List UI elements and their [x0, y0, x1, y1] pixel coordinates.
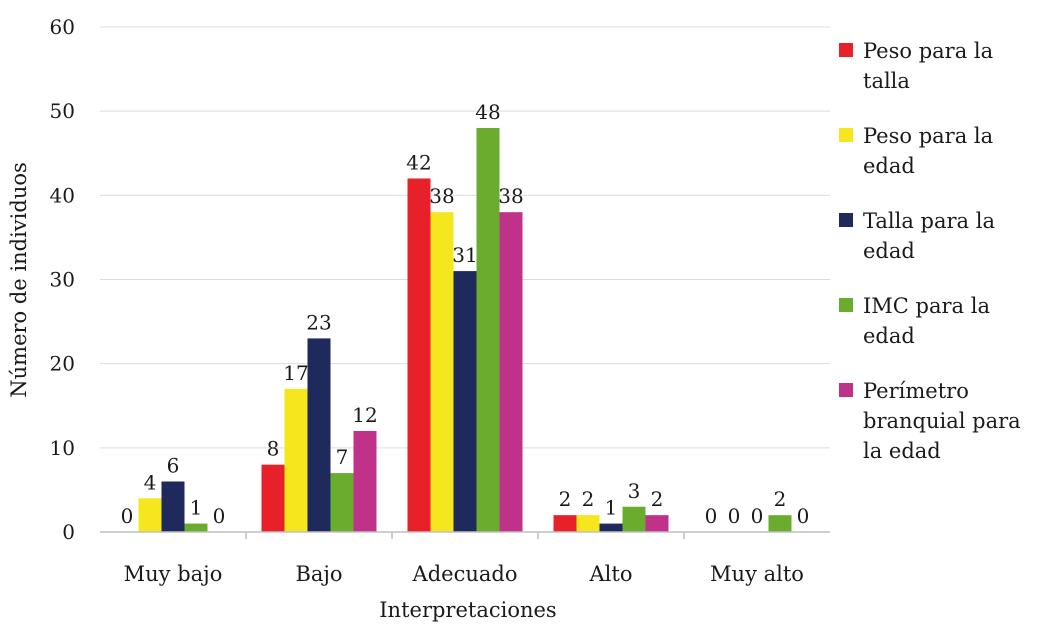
y-tick-label: 0	[62, 520, 75, 544]
legend-item: Talla para la edad	[839, 206, 1044, 266]
data-label: 0	[728, 504, 741, 528]
bar	[553, 515, 577, 532]
x-category-label: Adecuado	[412, 562, 518, 586]
x-category-label: Muy alto	[710, 562, 804, 586]
legend-label: Peso para la talla	[863, 39, 994, 93]
data-label: 38	[498, 184, 523, 208]
bar	[499, 212, 523, 532]
legend-swatch	[839, 298, 853, 312]
data-label: 0	[705, 504, 718, 528]
data-label: 17	[283, 361, 308, 385]
legend-label: Talla para la edad	[863, 209, 995, 263]
legend-label: Peso para la edad	[863, 124, 994, 178]
data-label: 2	[559, 487, 572, 511]
data-label: 0	[751, 504, 764, 528]
y-axis-title: Número de individuos	[7, 162, 31, 398]
bar	[768, 515, 792, 532]
y-tick-label: 30	[50, 268, 75, 292]
data-label: 0	[121, 504, 134, 528]
data-label: 23	[306, 310, 331, 334]
data-label: 1	[190, 496, 203, 520]
bars	[138, 128, 792, 532]
y-tick-label: 50	[50, 99, 75, 123]
y-tick-label: 20	[50, 352, 75, 376]
data-label: 31	[452, 243, 477, 267]
data-label: 0	[797, 504, 810, 528]
bar	[284, 388, 308, 532]
legend-item: Perímetro branquial para la edad	[839, 376, 1044, 466]
bar	[184, 523, 208, 532]
legend-item: Peso para la edad	[839, 121, 1044, 181]
x-category-labels: Muy bajo Bajo Adecuado Alto Muy alto	[124, 532, 804, 586]
legend-swatch	[839, 213, 853, 227]
legend-label: Perímetro branquial para la edad	[863, 379, 1021, 463]
bar	[261, 464, 285, 532]
data-label: 2	[582, 487, 595, 511]
y-tick-label: 40	[50, 183, 75, 207]
bar	[138, 498, 162, 532]
data-label: 48	[475, 100, 500, 124]
bar	[645, 515, 669, 532]
y-tick-label: 10	[50, 436, 75, 460]
data-label: 2	[774, 487, 787, 511]
x-axis-title: Interpretaciones	[379, 598, 556, 622]
data-label: 38	[429, 184, 454, 208]
data-label: 7	[336, 445, 349, 469]
y-tick-labels: 0 10 20 30 40 50 60	[50, 15, 75, 544]
data-label: 0	[213, 504, 226, 528]
data-label: 6	[167, 454, 180, 478]
legend-swatch	[839, 43, 853, 57]
data-label: 8	[267, 437, 280, 461]
bar	[476, 128, 500, 532]
data-label: 12	[352, 403, 377, 427]
bar	[622, 506, 646, 532]
data-label: 2	[651, 487, 664, 511]
legend-swatch	[839, 128, 853, 142]
bar	[307, 338, 331, 532]
bar	[453, 271, 477, 532]
bar	[161, 481, 185, 532]
legend: Peso para la talla Peso para la edad Talla…	[839, 36, 1044, 491]
bar	[430, 212, 454, 532]
bar	[353, 431, 377, 532]
bar	[599, 523, 623, 532]
y-tick-label: 60	[50, 15, 75, 39]
x-category-label: Muy bajo	[124, 562, 223, 586]
bar	[576, 515, 600, 532]
data-label: 42	[406, 151, 431, 175]
data-label: 3	[628, 479, 641, 503]
x-category-label: Alto	[589, 562, 633, 586]
x-category-label: Bajo	[295, 562, 342, 586]
bar	[407, 178, 431, 532]
data-label: 1	[605, 496, 618, 520]
legend-label: IMC para la edad	[863, 294, 990, 348]
bar	[330, 473, 354, 532]
data-label: 4	[144, 470, 157, 494]
legend-item: Peso para la talla	[839, 36, 1044, 96]
legend-swatch	[839, 383, 853, 397]
legend-item: IMC para la edad	[839, 291, 1044, 351]
